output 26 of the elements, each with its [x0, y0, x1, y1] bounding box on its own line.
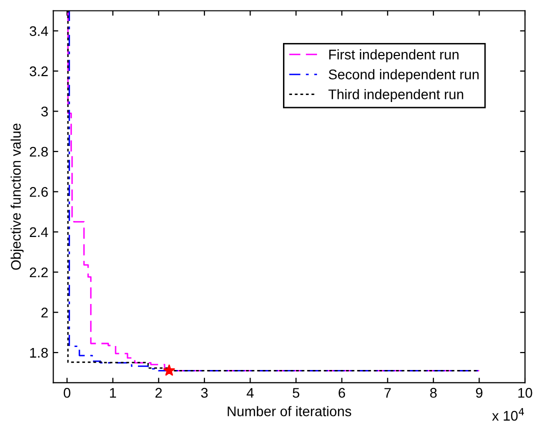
- y-tick-label: 2.2: [30, 267, 48, 278]
- y-tick-label: 3: [41, 106, 48, 116]
- x-tick-label: 9: [476, 388, 482, 398]
- x-tick-label: 0: [64, 388, 70, 398]
- legend-label: First independent run: [329, 49, 458, 62]
- x-tick-label: 4: [246, 388, 254, 398]
- x-tick-label: 2: [155, 388, 162, 398]
- x-axis-title: Number of iterations: [228, 406, 352, 416]
- x-tick-label: 10: [518, 388, 532, 398]
- x-tick-label: 3: [201, 388, 208, 398]
- y-tick-label: 3.4: [30, 26, 48, 36]
- legend-label: Third independent run: [328, 89, 464, 102]
- x-tick-label: 6: [338, 388, 346, 398]
- x-tick-label: 8: [430, 388, 437, 398]
- y-tick-label: 3.2: [30, 66, 48, 76]
- y-tick-label: 2.8: [30, 146, 48, 157]
- x-tick-label: 1: [110, 388, 116, 398]
- y-tick-label: 2: [41, 308, 48, 318]
- x-tick-label: 7: [384, 388, 391, 398]
- y-tick-label: 2.4: [30, 227, 48, 237]
- y-tick-label: 2.6: [30, 187, 48, 197]
- y-tick-label: 1.8: [30, 348, 48, 358]
- legend-label: Second independent run: [328, 69, 479, 82]
- text: x 10$^{4}$: [492, 408, 524, 421]
- y-axis-title: Objective function value: [10, 124, 24, 270]
- x-tick-label: 5: [292, 388, 300, 398]
